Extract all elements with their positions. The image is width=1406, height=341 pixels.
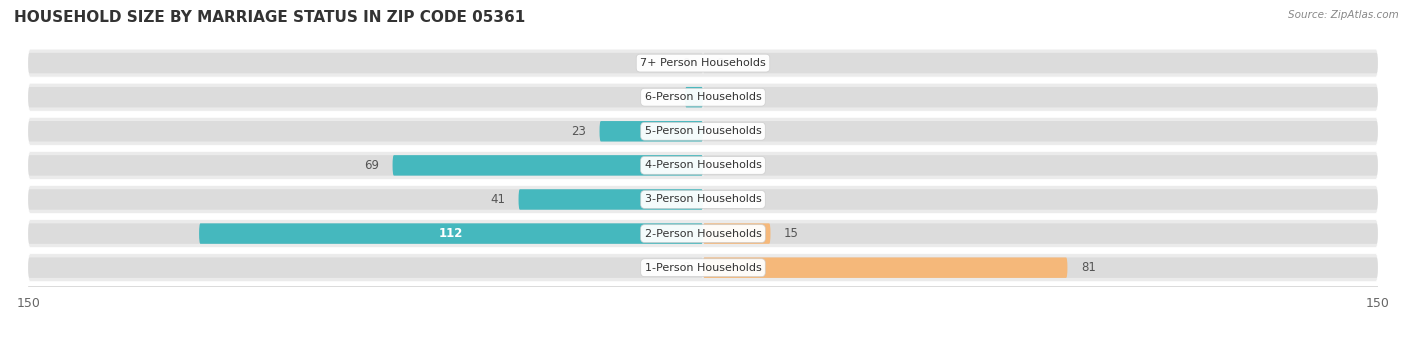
Text: 112: 112 <box>439 227 463 240</box>
FancyBboxPatch shape <box>703 155 1378 176</box>
FancyBboxPatch shape <box>200 223 703 244</box>
Text: 0: 0 <box>682 57 689 70</box>
FancyBboxPatch shape <box>703 53 1378 73</box>
FancyBboxPatch shape <box>28 87 703 107</box>
FancyBboxPatch shape <box>685 87 703 107</box>
Text: 15: 15 <box>785 227 799 240</box>
FancyBboxPatch shape <box>28 189 703 210</box>
Text: 4: 4 <box>664 91 672 104</box>
Text: 0: 0 <box>717 57 724 70</box>
FancyBboxPatch shape <box>599 121 703 142</box>
FancyBboxPatch shape <box>28 155 703 176</box>
Text: 3-Person Households: 3-Person Households <box>644 194 762 205</box>
Text: 41: 41 <box>491 193 505 206</box>
Text: 2-Person Households: 2-Person Households <box>644 228 762 239</box>
FancyBboxPatch shape <box>28 83 1378 111</box>
FancyBboxPatch shape <box>28 53 703 73</box>
FancyBboxPatch shape <box>703 223 770 244</box>
FancyBboxPatch shape <box>703 189 1378 210</box>
FancyBboxPatch shape <box>703 257 1378 278</box>
FancyBboxPatch shape <box>519 189 703 210</box>
FancyBboxPatch shape <box>28 151 1378 179</box>
FancyBboxPatch shape <box>703 223 1378 244</box>
FancyBboxPatch shape <box>703 121 1378 142</box>
Text: 7+ Person Households: 7+ Person Households <box>640 58 766 68</box>
FancyBboxPatch shape <box>28 117 1378 145</box>
FancyBboxPatch shape <box>28 186 1378 213</box>
FancyBboxPatch shape <box>703 87 1378 107</box>
Text: 5-Person Households: 5-Person Households <box>644 126 762 136</box>
FancyBboxPatch shape <box>28 49 1378 77</box>
Text: 6-Person Households: 6-Person Households <box>644 92 762 102</box>
Text: 0: 0 <box>682 261 689 274</box>
Text: 69: 69 <box>364 159 380 172</box>
Text: 0: 0 <box>717 159 724 172</box>
Text: 0: 0 <box>717 91 724 104</box>
FancyBboxPatch shape <box>28 220 1378 248</box>
Text: HOUSEHOLD SIZE BY MARRIAGE STATUS IN ZIP CODE 05361: HOUSEHOLD SIZE BY MARRIAGE STATUS IN ZIP… <box>14 10 526 25</box>
FancyBboxPatch shape <box>28 254 1378 282</box>
Text: 4-Person Households: 4-Person Households <box>644 160 762 170</box>
FancyBboxPatch shape <box>703 257 1067 278</box>
FancyBboxPatch shape <box>392 155 703 176</box>
Text: 23: 23 <box>571 125 586 138</box>
Text: 81: 81 <box>1081 261 1095 274</box>
Text: 0: 0 <box>717 193 724 206</box>
Text: Source: ZipAtlas.com: Source: ZipAtlas.com <box>1288 10 1399 20</box>
FancyBboxPatch shape <box>28 223 703 244</box>
FancyBboxPatch shape <box>28 121 703 142</box>
Text: 0: 0 <box>717 125 724 138</box>
Text: 1-Person Households: 1-Person Households <box>644 263 762 273</box>
FancyBboxPatch shape <box>28 257 703 278</box>
